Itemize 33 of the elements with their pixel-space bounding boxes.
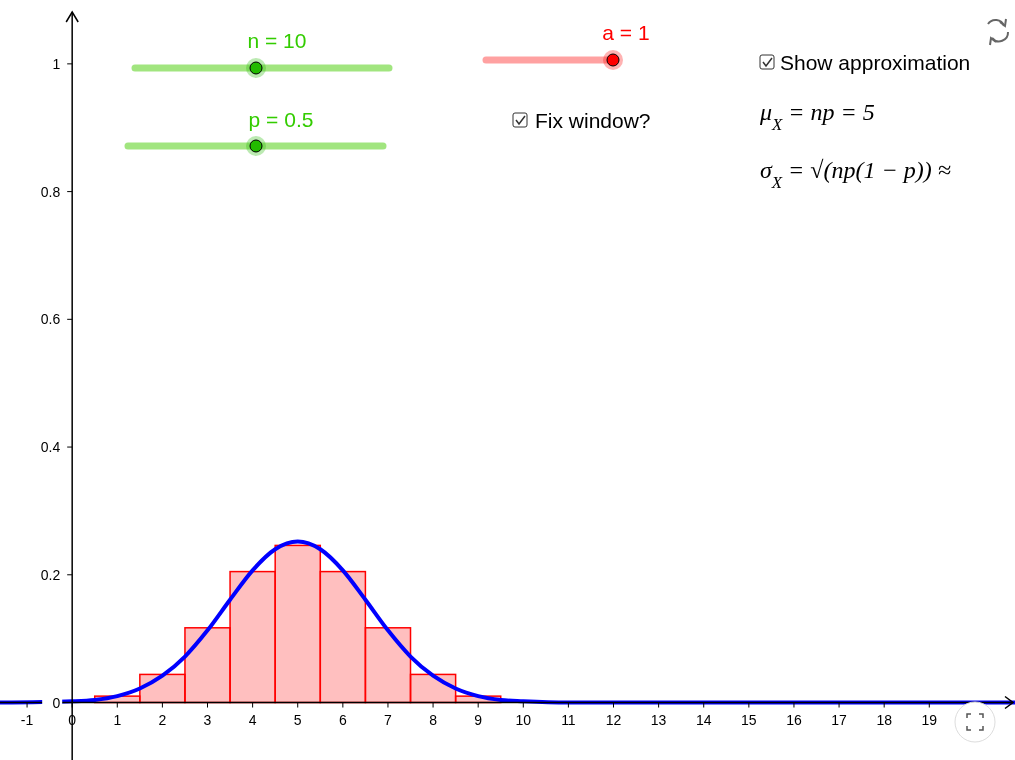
x-tick-label: 4 (248, 711, 257, 728)
annotation: a = 1 (602, 21, 650, 44)
x-tick-label: 5 (293, 711, 302, 728)
annotation: σ$_{X}$ = √(np(1 − p)) ≈ (760, 157, 951, 192)
x-tick-label: 2 (158, 711, 167, 728)
annotation: p = 0.5 (248, 108, 314, 131)
annotation: n = 10 (247, 29, 307, 52)
x-tick-label: -1 (20, 711, 34, 728)
x-tick-label: 18 (876, 711, 893, 728)
y-tick-label: 0.6 (40, 311, 61, 328)
x-tick-label: 9 (474, 711, 483, 728)
y-tick-label: 0.8 (40, 183, 61, 200)
x-tick-label: 16 (786, 711, 802, 728)
x-tick-label: 14 (695, 711, 712, 728)
x-tick-label: 8 (429, 711, 438, 728)
x-tick-label: 17 (831, 711, 848, 728)
y-tick-label: 1 (52, 55, 61, 72)
y-tick-label: 0.2 (40, 566, 61, 583)
annotation: Show approximation (780, 51, 971, 74)
x-tick-label: 10 (515, 711, 532, 728)
x-tick-label: 11 (561, 711, 576, 728)
x-tick-label: 3 (203, 711, 212, 728)
x-tick-label: 6 (338, 711, 347, 728)
x-tick-label: 15 (741, 711, 757, 728)
x-tick-label: 7 (384, 711, 393, 728)
y-tick-label: 0 (52, 694, 61, 711)
x-tick-label: 1 (113, 711, 122, 728)
annotation: Fix window? (535, 109, 651, 132)
x-tick-label: 12 (605, 711, 622, 728)
x-tick-label: 13 (650, 711, 667, 728)
x-tick-label: 19 (921, 711, 938, 728)
annotation: μ$_{X}$ = np = 5 (759, 99, 875, 134)
y-tick-label: 0.4 (40, 439, 61, 456)
